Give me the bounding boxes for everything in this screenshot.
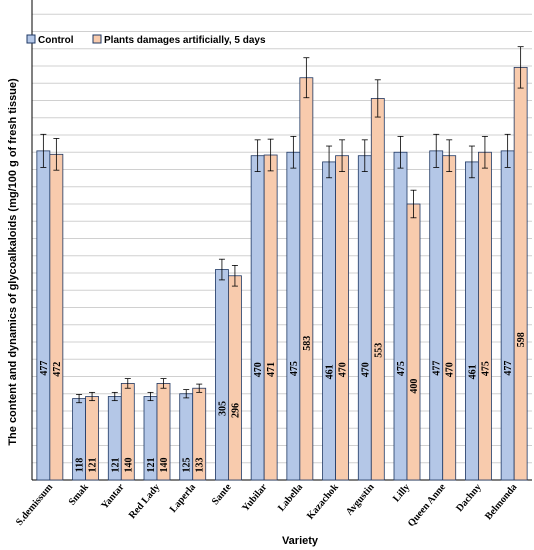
value-label: 553 (373, 343, 384, 358)
value-label: 470 (338, 362, 349, 377)
x-tick-label: Yantar (99, 481, 127, 511)
bar-damaged (478, 151, 492, 481)
bar-damaged (49, 153, 64, 481)
bars (36, 66, 528, 481)
x-tick-label: Kazachok (305, 482, 341, 522)
value-label: 598 (516, 332, 527, 347)
x-tick-label: Sante (210, 481, 234, 507)
value-label: 140 (123, 458, 134, 473)
error-bars (40, 46, 524, 404)
value-label: 583 (302, 336, 313, 351)
value-label: 121 (88, 458, 99, 473)
bar-damaged (370, 98, 385, 481)
x-tick-label: Queen Anne (406, 481, 449, 529)
x-axis-title: Variety (282, 535, 319, 547)
x-tick-labels: S.demissum Smak Yantar Red Lady Laperla Sante… (14, 481, 519, 529)
legend-label-damaged: Plants damages artificially, 5 days (104, 35, 266, 46)
bar-control (250, 155, 265, 481)
bar-control (500, 150, 515, 481)
value-label: 296 (230, 403, 241, 418)
value-label: 125 (182, 458, 193, 473)
legend: Control Plants damages artificially, 5 d… (26, 34, 266, 46)
bar-damaged (513, 66, 528, 481)
x-tick-label: S.demissum (14, 481, 56, 528)
value-label: 477 (39, 361, 50, 376)
x-tick-label: Yubilar (240, 481, 270, 513)
bar-control (322, 161, 336, 481)
x-tick-label: Red Lady (127, 482, 162, 521)
bar-control (286, 151, 301, 481)
axes (31, 0, 532, 481)
value-label: 475 (396, 361, 407, 376)
y-axis-title: The content and dynamics of glycoalkaloi… (7, 78, 19, 446)
x-tick-label: Lilly (391, 482, 412, 504)
bar-damaged (335, 155, 349, 481)
value-label: 470 (360, 362, 371, 377)
x-tick-label: Labella (276, 482, 305, 514)
value-label: 472 (52, 362, 63, 377)
x-tick-label: Avgustin (344, 482, 377, 518)
bar-damaged (263, 154, 278, 481)
x-tick-label: Laperla (168, 482, 198, 515)
bar-control (429, 150, 444, 481)
bar-damaged (228, 275, 242, 481)
value-label: 400 (409, 379, 420, 394)
bar-control (357, 155, 372, 481)
value-label: 471 (266, 362, 277, 377)
value-label: 140 (159, 458, 170, 473)
value-label: 305 (217, 401, 228, 416)
legend-swatch-control (26, 34, 36, 44)
value-label: 477 (432, 361, 443, 376)
value-label: 118 (75, 458, 86, 472)
legend-label-control: Control (38, 35, 74, 46)
value-label: 470 (445, 362, 456, 377)
bar-control (36, 150, 51, 481)
bar-damaged (299, 77, 314, 481)
value-label: 477 (503, 361, 514, 376)
bar-damaged (406, 203, 421, 481)
legend-swatch-damaged (92, 34, 102, 44)
x-tick-label: Belmonda (483, 482, 519, 522)
value-label: 475 (480, 361, 491, 376)
bar-control (465, 161, 479, 481)
x-tick-label: Dachny (454, 482, 484, 514)
x-tick-label: Smak (67, 482, 91, 508)
value-label: 470 (253, 362, 264, 377)
value-label: 461 (467, 364, 478, 379)
gridlines (32, 13, 532, 481)
bar-control (215, 269, 229, 481)
bar-damaged (442, 155, 457, 481)
bar-control (393, 151, 408, 481)
value-label: 461 (325, 364, 336, 379)
value-label: 121 (146, 458, 157, 473)
value-label: 475 (289, 361, 300, 376)
value-label: 133 (195, 458, 206, 473)
value-label: 121 (110, 458, 121, 473)
